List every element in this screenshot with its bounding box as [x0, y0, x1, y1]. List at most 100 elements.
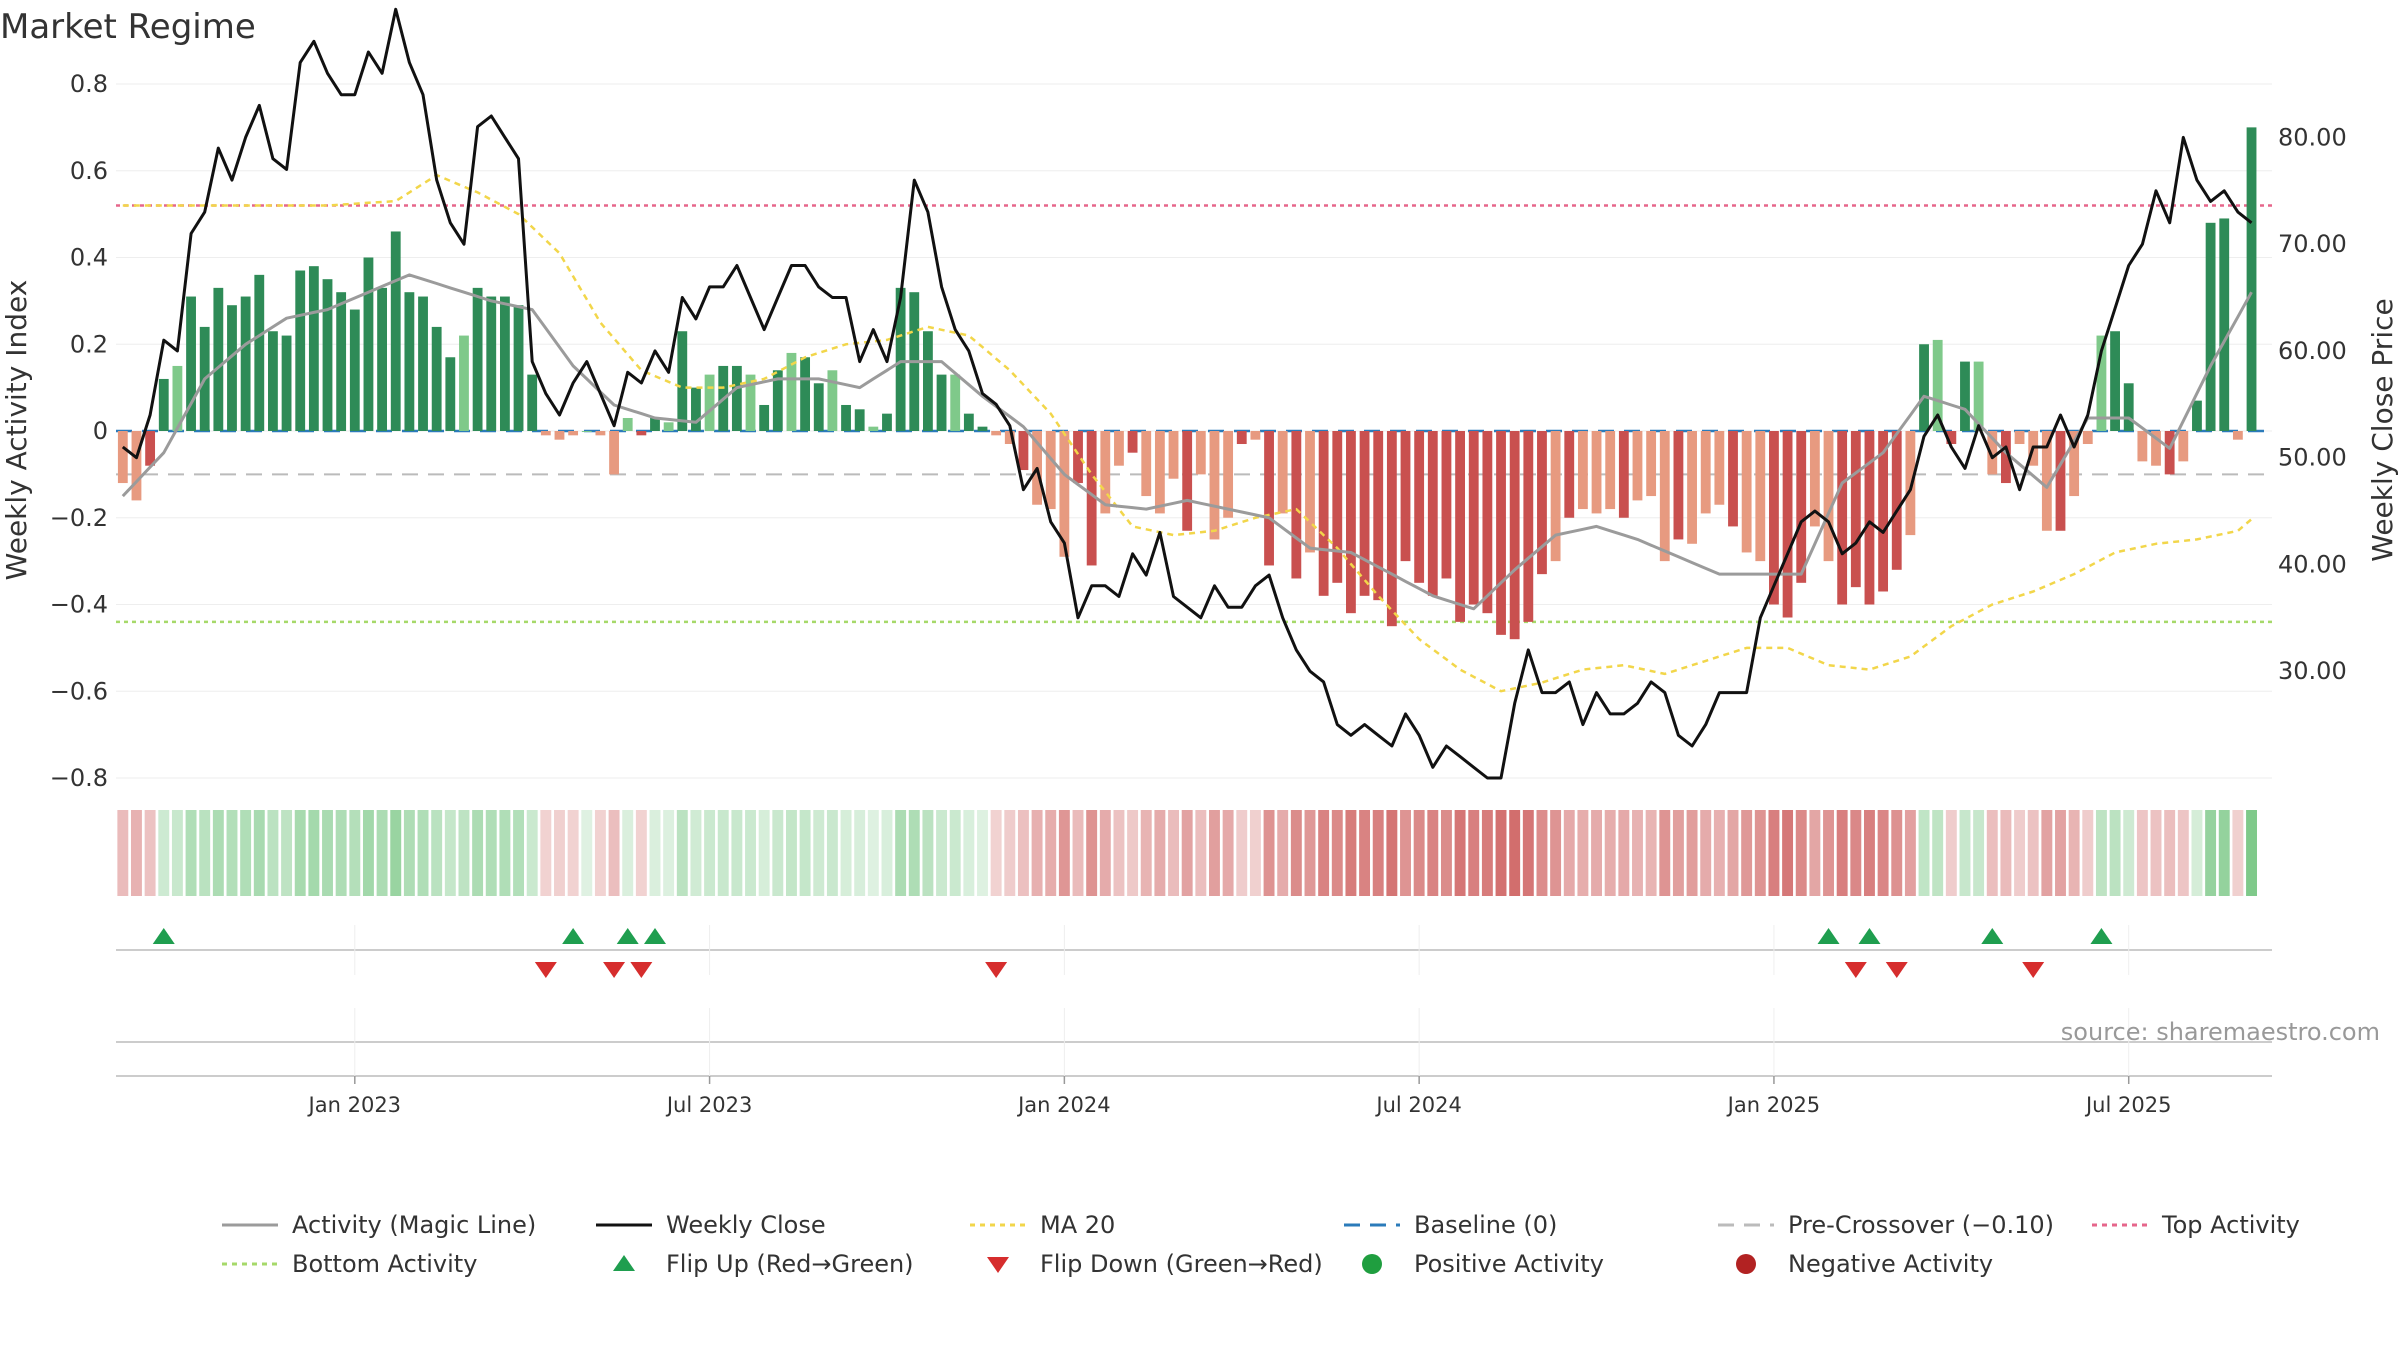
regime-strip-cell — [2136, 810, 2148, 896]
activity-bar — [813, 383, 824, 431]
activity-bar — [2041, 431, 2052, 531]
activity-bar — [281, 335, 292, 431]
activity-bar — [1291, 431, 1302, 579]
regime-strip-cell — [922, 810, 934, 896]
activity-bar — [936, 374, 947, 431]
legend-label: Positive Activity — [1414, 1250, 1604, 1278]
regime-strip-cell — [2027, 810, 2039, 896]
legend-item: Flip Up (Red→Green) — [613, 1250, 914, 1278]
regime-strip-cell — [826, 810, 838, 896]
right-tick-label: 60.00 — [2278, 337, 2347, 365]
flip-down-marker — [603, 962, 626, 978]
left-tick-label: 0.4 — [70, 244, 108, 272]
activity-bar — [431, 326, 442, 431]
regime-strip-cell — [444, 810, 456, 896]
activity-bar — [186, 296, 196, 431]
activity-bar — [2232, 431, 2243, 440]
flip-up-marker — [1817, 928, 1840, 944]
activity-bar — [1100, 431, 1111, 514]
regime-strip-cell — [1850, 810, 1862, 896]
activity-bar — [1400, 431, 1411, 562]
regime-strip-cell — [949, 810, 961, 896]
activity-bar — [1482, 431, 1493, 614]
regime-strip-cell — [1304, 810, 1316, 896]
regime-strip-cell — [2041, 810, 2053, 896]
activity-bar — [895, 287, 906, 431]
regime-strip-cell — [622, 810, 634, 896]
regime-strip-cell — [472, 810, 484, 896]
activity-bar — [1878, 431, 1889, 592]
right-tick-label: 70.00 — [2278, 230, 2347, 258]
regime-strip-cell — [513, 810, 525, 896]
activity-bar — [1919, 344, 1929, 431]
regime-strip-cell — [1618, 810, 1630, 896]
regime-strip-cell — [1945, 810, 1957, 896]
activity-bar — [1741, 431, 1752, 553]
activity-bar — [1509, 431, 1520, 640]
activity-bar — [1018, 431, 1029, 471]
regime-strip-cell — [1222, 810, 1234, 896]
activity-bar — [1973, 361, 1984, 431]
regime-strip-cell — [1918, 810, 1930, 896]
flip-down-marker — [1885, 962, 1908, 978]
regime-strip-cell — [185, 810, 197, 896]
regime-strip-cell — [717, 810, 729, 896]
regime-strip-cell — [1481, 810, 1493, 896]
activity-bar — [145, 431, 156, 466]
legend-item: Bottom Activity — [222, 1250, 477, 1278]
activity-bar — [2246, 127, 2257, 431]
regime-strip-cell — [2246, 810, 2257, 896]
regime-strip-cell — [1986, 810, 1998, 896]
regime-strip-cell — [2150, 810, 2162, 896]
regime-strip-cell — [663, 810, 675, 896]
regime-strip-cell — [131, 810, 142, 896]
regime-strip-cell — [2205, 810, 2217, 896]
regime-strip-cell — [2109, 810, 2121, 896]
activity-bar — [609, 431, 619, 475]
flip-down-marker — [1844, 962, 1867, 978]
regime-strip-cell — [1891, 810, 1903, 896]
activity-bar — [322, 279, 333, 431]
activity-bar — [1427, 431, 1438, 596]
flip-up-marker — [152, 928, 175, 944]
flip-up-marker — [644, 928, 666, 944]
regime-strip-cell — [1427, 810, 1439, 896]
regime-strip-cell — [1127, 810, 1139, 896]
activity-bar — [390, 231, 401, 431]
regime-strip-cell — [1904, 810, 1916, 896]
right-tick-label: 40.00 — [2278, 550, 2347, 578]
activity-bar — [1414, 431, 1425, 583]
legend-swatch — [1736, 1254, 1756, 1274]
left-tick-label: −0.2 — [50, 504, 108, 532]
activity-bar — [1782, 431, 1793, 618]
activity-bar — [1195, 431, 1206, 475]
activity-bar — [1154, 431, 1165, 514]
activity-bars — [117, 127, 2257, 640]
activity-bar — [1346, 431, 1356, 614]
activity-bar — [1250, 431, 1261, 440]
regime-strip-cell — [458, 810, 470, 896]
regime-strip-cell — [1099, 810, 1111, 896]
activity-bar — [800, 357, 811, 431]
regime-strip-cell — [1045, 810, 1057, 896]
regime-strip-cell — [1672, 810, 1684, 896]
activity-bar — [540, 431, 551, 436]
source-text: source: sharemaestro.com — [2061, 1018, 2380, 1046]
regime-strip-cell — [1577, 810, 1589, 896]
regime-strip-cell — [1659, 810, 1671, 896]
regime-strip-cell — [1563, 810, 1575, 896]
regime-strip-cell — [581, 810, 593, 896]
activity-bar — [950, 374, 961, 431]
regime-strip-cell — [840, 810, 852, 896]
activity-bar — [1700, 431, 1711, 514]
activity-bar — [2000, 431, 2011, 484]
flip-up-marker — [616, 928, 639, 944]
activity-bar — [622, 417, 633, 431]
regime-strip-cell — [635, 810, 647, 896]
regime-strip-cell — [1058, 810, 1070, 896]
right-axis-label: Weekly Close Price — [2366, 298, 2399, 561]
activity-bar — [1550, 431, 1561, 562]
activity-bar — [1141, 431, 1152, 497]
legend-item: Baseline (0) — [1344, 1211, 1557, 1239]
